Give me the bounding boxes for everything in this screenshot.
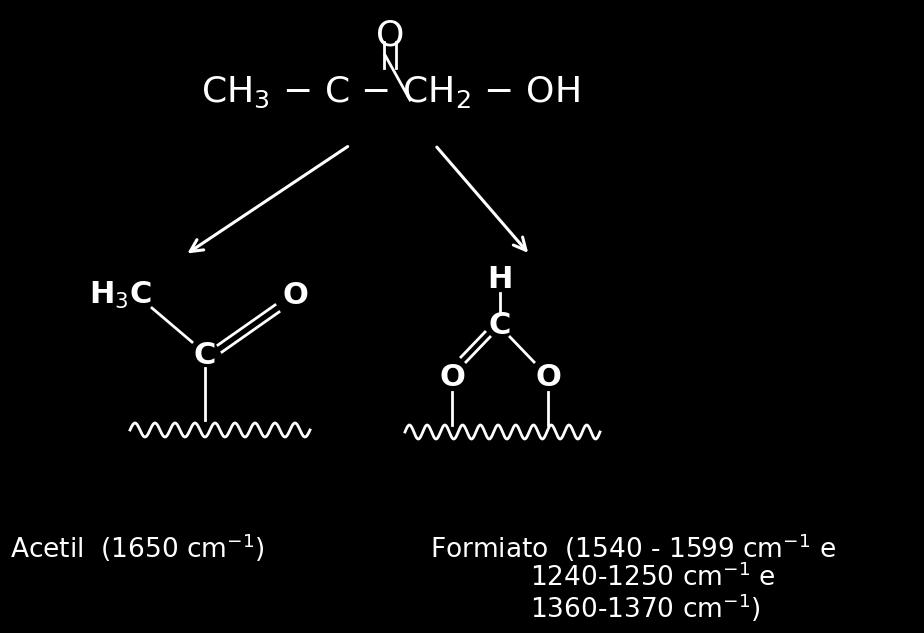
Text: C: C <box>194 341 216 370</box>
Text: C: C <box>489 311 511 339</box>
Text: H: H <box>487 265 513 294</box>
Text: CH$_3$ $-$ C $-$ CH$_2$ $-$ OH: CH$_3$ $-$ C $-$ CH$_2$ $-$ OH <box>201 75 579 110</box>
Text: Acetil  (1650 cm$^{-1}$): Acetil (1650 cm$^{-1}$) <box>10 532 265 564</box>
Text: H$_3$C: H$_3$C <box>89 279 152 311</box>
Text: O: O <box>535 363 561 392</box>
Text: O: O <box>282 280 308 310</box>
Text: O: O <box>439 363 465 392</box>
Text: O: O <box>376 18 404 52</box>
Text: 1360-1370 cm$^{-1}$): 1360-1370 cm$^{-1}$) <box>530 592 760 624</box>
Text: Formiato  (1540 - 1599 cm$^{-1}$ e: Formiato (1540 - 1599 cm$^{-1}$ e <box>430 532 836 564</box>
Text: 1240-1250 cm$^{-1}$ e: 1240-1250 cm$^{-1}$ e <box>530 564 776 592</box>
